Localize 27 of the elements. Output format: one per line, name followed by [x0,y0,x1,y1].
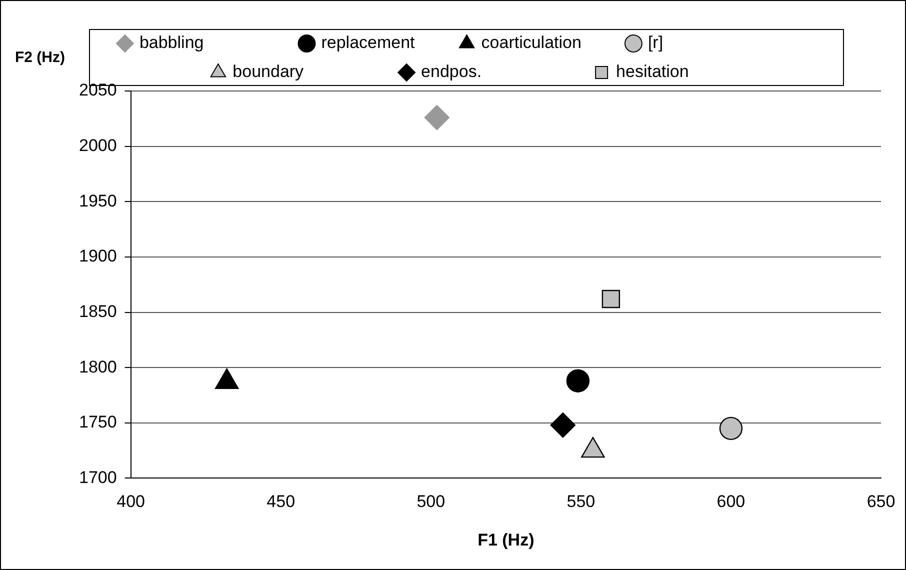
y-tick-label: 1800 [78,357,117,376]
legend-label: babbling [139,33,289,52]
legend-label: boundary [232,62,389,82]
x-tick-label: 500 [416,492,446,512]
y-tick-label: 1750 [78,412,117,432]
legend-label: replacement [321,33,449,52]
legend-label: endpos. [421,62,584,82]
y-tick-label: 2000 [78,136,117,155]
y-tick-label: 1950 [78,191,117,210]
point [566,369,590,392]
point [602,290,620,308]
x-tick-label: 550 [566,492,596,512]
x-tick-label: 400 [116,492,146,512]
x-tick-label: 600 [716,492,746,512]
x-tick-label: 450 [266,492,296,512]
x-tick-label: 650 [866,492,896,512]
point [719,416,743,440]
legend-label: coarticulation [481,33,616,52]
legend-label: [r] [648,33,834,52]
y-axis-title: F2 (Hz) [15,49,65,66]
y-tick-label: 1850 [78,302,117,321]
point [550,412,576,438]
legend-label: hesitation [616,62,740,82]
x-axis-title: F1 (Hz) [478,530,534,550]
y-tick-label: 1700 [78,468,117,487]
point [424,104,450,130]
y-tick-label: 1900 [78,246,117,266]
